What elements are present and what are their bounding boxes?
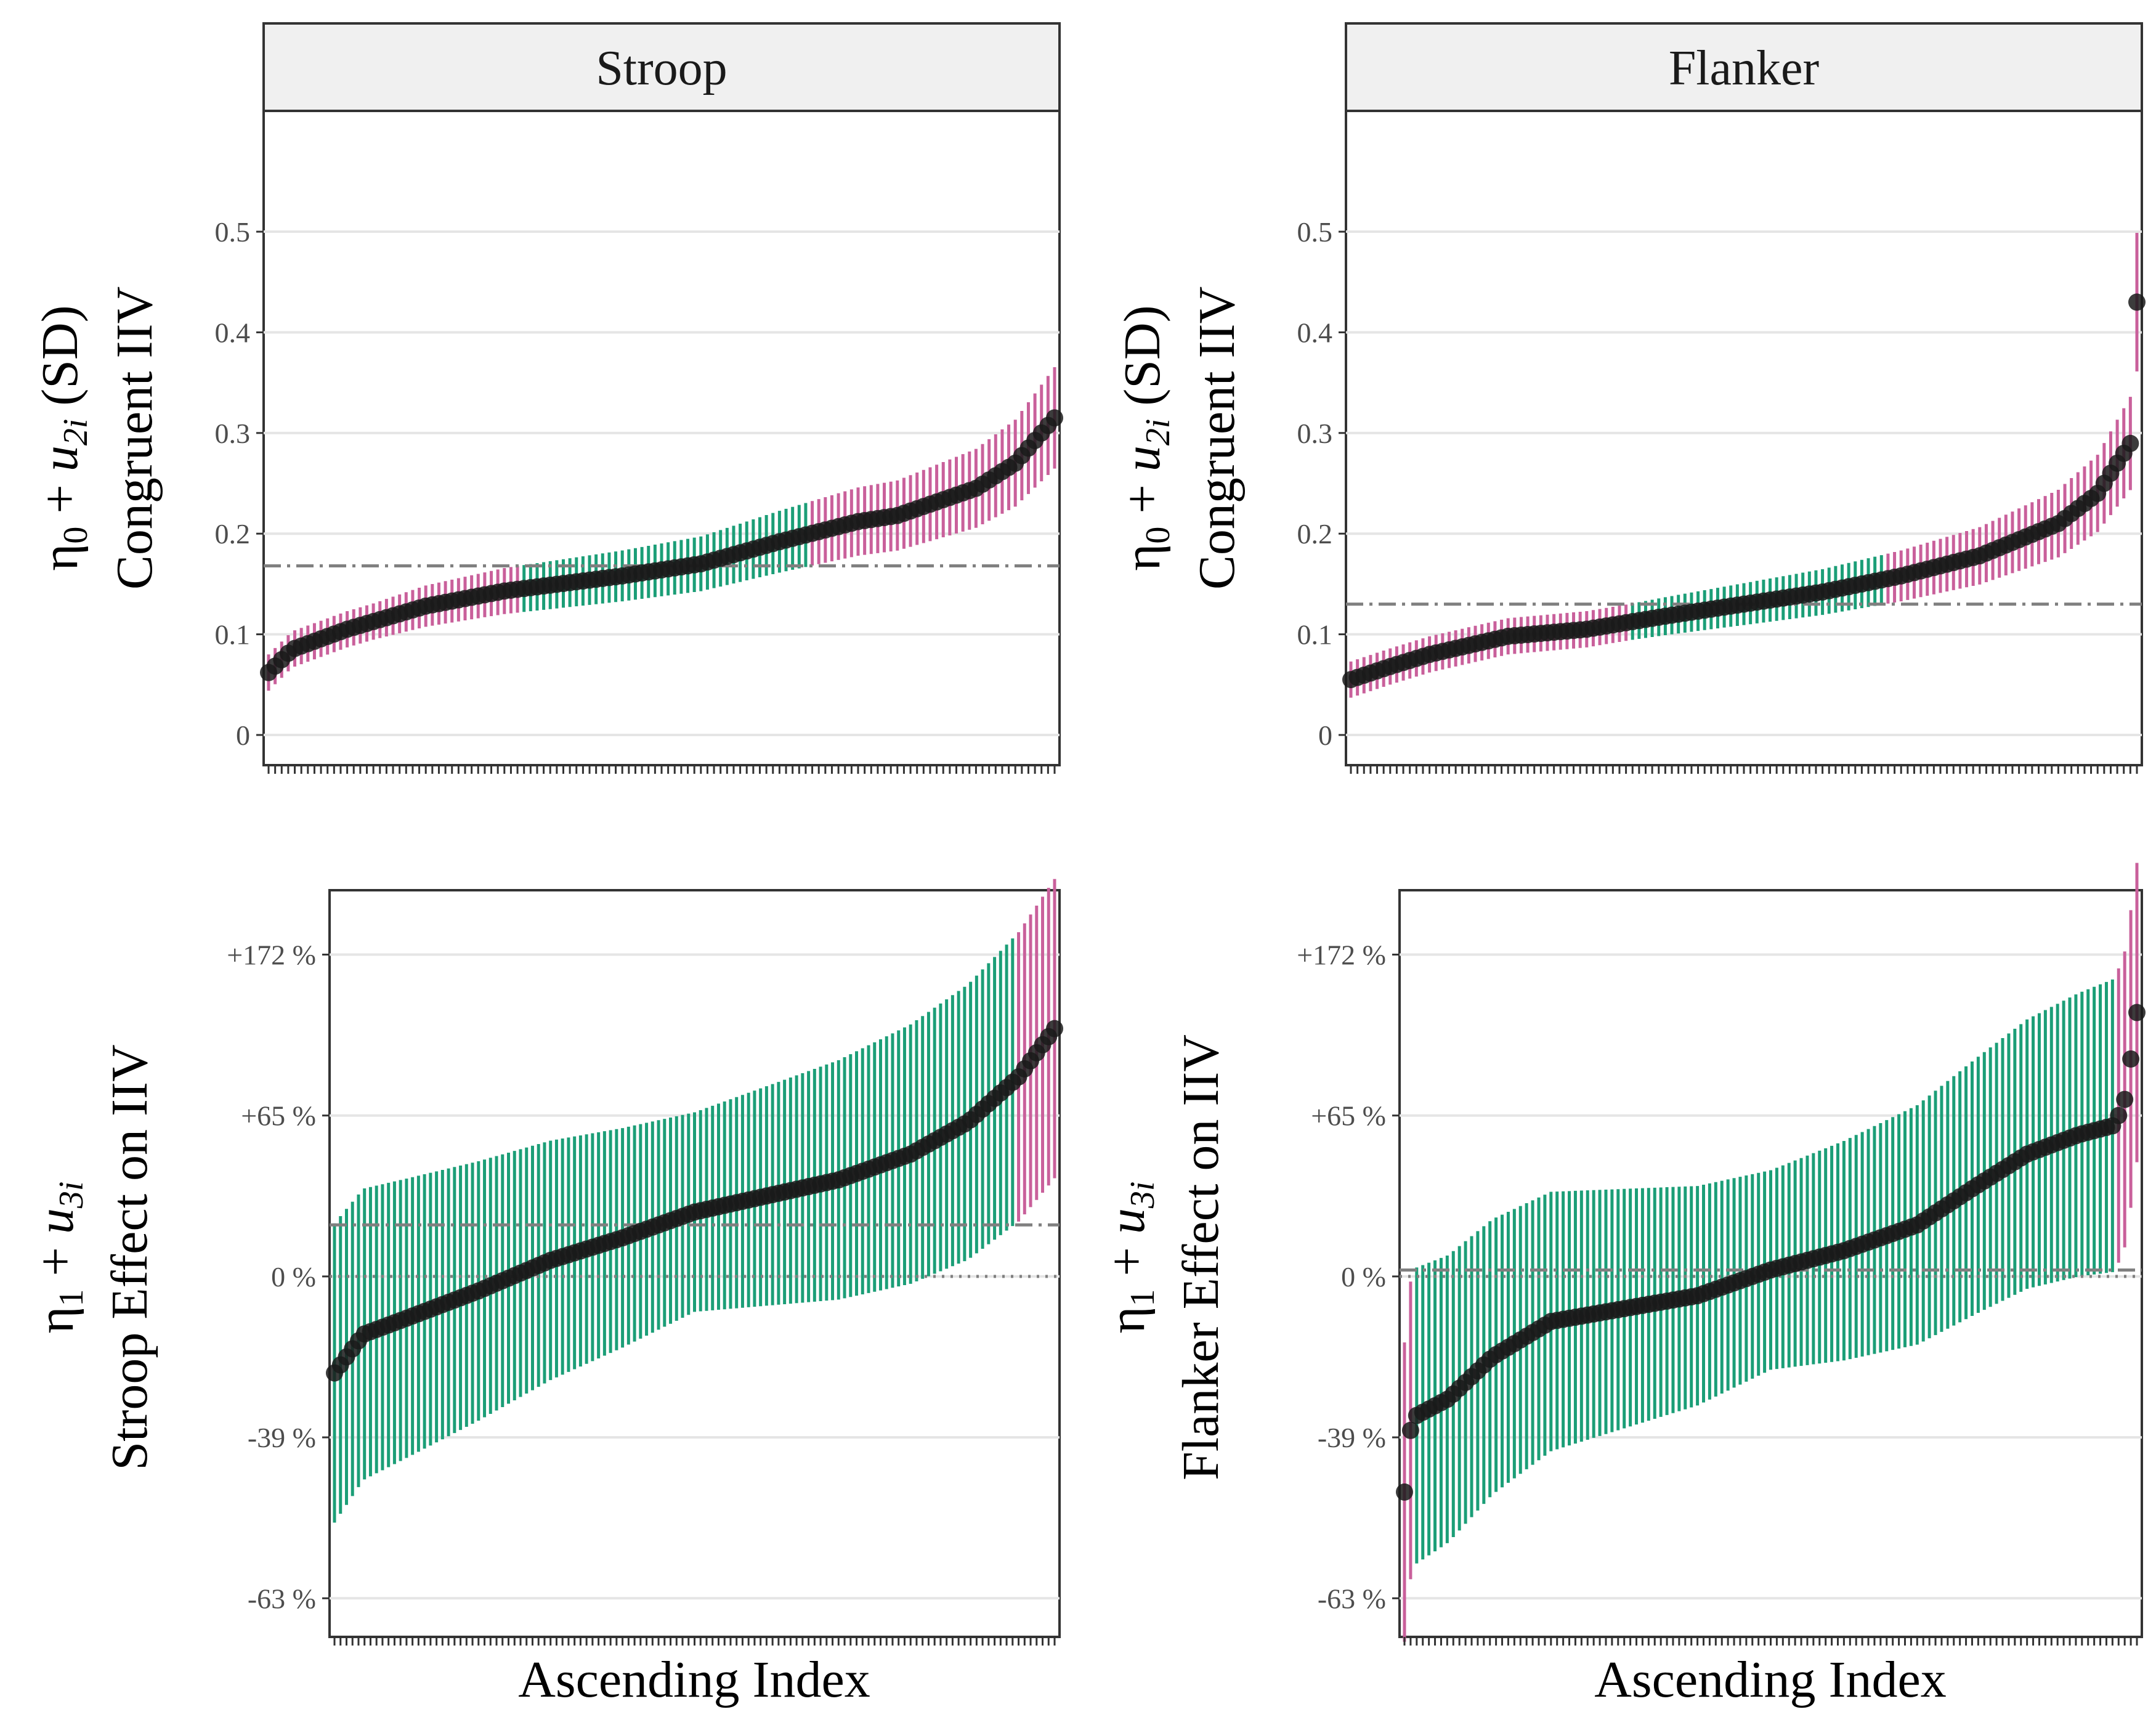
y-tick-label: 0 % [1341, 1261, 1386, 1293]
estimate-point [1046, 409, 1063, 427]
x-axis-title: Ascending Index [518, 1651, 870, 1708]
y-tick-label: 0.3 [215, 418, 251, 449]
strip-label-flanker: Flanker [1669, 41, 1819, 95]
participant-estimates [1342, 293, 2146, 689]
y-tick-label: 0.2 [215, 518, 251, 550]
x-axis-ticks [267, 765, 1056, 774]
estimate-point [1396, 1483, 1413, 1501]
strip-label-stroop: Stroop [596, 41, 727, 95]
y-tick-label: 0.1 [215, 619, 251, 651]
estimate-point [2128, 1004, 2146, 1021]
y-axis-ticks: 0 0.1 0.2 0.3 0.4 0.5 [215, 216, 264, 751]
gridlines [1346, 230, 2142, 736]
y-tick-label: 0.1 [1297, 619, 1333, 651]
y-axis-ticks: -63 % -39 % 0 % +65 % +172 % [227, 939, 330, 1614]
y-tick-label: +65 % [1311, 1100, 1386, 1132]
x-axis-title: Ascending Index [1594, 1651, 1947, 1708]
participant-estimates [326, 1020, 1063, 1382]
y-tick-label: -39 % [1318, 1422, 1386, 1453]
plot-frame [262, 110, 1061, 766]
y-tick-label: 0.4 [215, 317, 251, 348]
y-axis-title-line2: Flanker Effect on IIV [1172, 1034, 1230, 1480]
estimate-point [2122, 1050, 2140, 1068]
y-tick-label: 0 % [271, 1261, 316, 1293]
y-axis-title-line2: Stroop Effect on IIV [101, 1044, 158, 1470]
y-axis-title: η1 + u3i Flanker Effect on IIV [1098, 1034, 1230, 1480]
y-axis-title: η1 + u3i Stroop Effect on IIV [27, 1044, 158, 1470]
y-tick-label: 0.5 [215, 216, 251, 248]
x-axis-ticks [333, 1637, 1056, 1646]
y-axis-title-line1: η1 + u3i [27, 1182, 91, 1334]
y-axis-title: η0 + u2i (SD) Congruent IIV [31, 286, 163, 590]
panel-flanker-congruent: Flanker 0 0.1 0.2 0.3 0.4 0.5 η0 + u2i (SD) C… [1114, 22, 2146, 774]
reference-lines [330, 1223, 1060, 1278]
panel-stroop-effect: -63 % -39 % 0 % +65 % +172 % η1 + u3i Stroop… [27, 879, 1063, 1708]
y-axis-title: η0 + u2i (SD) Congruent IIV [1114, 286, 1246, 590]
y-tick-label: +172 % [1297, 939, 1386, 970]
y-tick-label: -39 % [248, 1422, 316, 1453]
strip-background [1345, 22, 2143, 112]
y-axis-title-line2: Congruent IIV [106, 286, 163, 590]
estimate-point [1046, 1020, 1063, 1037]
participant-estimates [260, 409, 1063, 681]
estimate-point [1401, 1421, 1419, 1439]
y-tick-label: 0.2 [1297, 518, 1333, 550]
panel-stroop-congruent: Stroop 0 0.1 0.2 0.3 0.4 0.5 η0 + u2i (SD) Co… [31, 22, 1063, 774]
y-tick-label: 0.4 [1297, 317, 1333, 348]
panel-flanker-effect: -63 % -39 % 0 % +65 % +172 % η1 + u3i Flanke… [1098, 862, 2146, 1708]
gridlines [264, 230, 1060, 736]
y-tick-label: 0.3 [1297, 418, 1333, 449]
estimate-point [2110, 1106, 2128, 1124]
y-tick-label: -63 % [1318, 1583, 1386, 1614]
x-axis-ticks [1403, 1637, 2138, 1646]
y-tick-label: 0 [236, 720, 250, 751]
estimate-point [2122, 434, 2139, 452]
y-tick-label: +172 % [227, 939, 316, 970]
x-axis-ticks [1350, 765, 2138, 774]
estimate-point [2116, 1090, 2134, 1108]
strip-background [262, 22, 1061, 112]
y-tick-label: 0.5 [1297, 216, 1333, 248]
y-tick-label: +65 % [241, 1100, 316, 1132]
estimate-point [2128, 293, 2146, 311]
y-tick-label: 0 [1318, 720, 1332, 751]
y-axis-ticks: 0 0.1 0.2 0.3 0.4 0.5 [1297, 216, 1346, 751]
y-axis-title-line2: Congruent IIV [1188, 286, 1246, 590]
y-tick-label: -63 % [248, 1583, 316, 1614]
plot-frame [1345, 110, 2143, 766]
y-axis-title-line1: η1 + u3i [1098, 1182, 1162, 1334]
participant-estimates [1396, 1004, 2146, 1501]
y-axis-ticks: -63 % -39 % 0 % +65 % +172 % [1297, 939, 1400, 1614]
